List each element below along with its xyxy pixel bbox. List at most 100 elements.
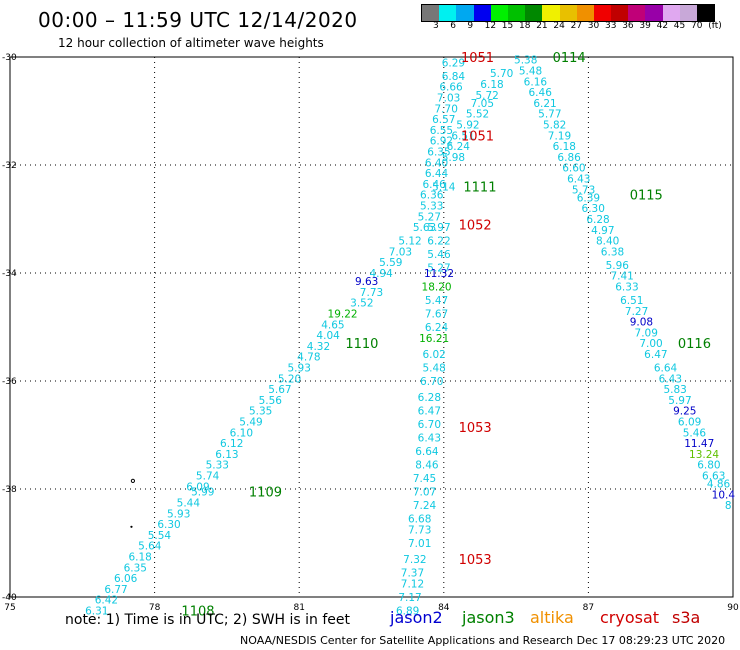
swh-value: 6.63 bbox=[702, 471, 725, 483]
swh-value: 4.94 bbox=[369, 268, 393, 280]
swh-value: 6.40 bbox=[425, 157, 448, 169]
swh-value: 6.18 bbox=[553, 141, 576, 153]
colorbar-swatch bbox=[559, 5, 577, 21]
swh-value: 7.03 bbox=[389, 246, 412, 258]
satellite-legend-item: s3a bbox=[672, 608, 701, 627]
swh-value: 6.16 bbox=[524, 76, 548, 88]
swh-value: 5.99 bbox=[191, 487, 214, 499]
swh-value: 6.47 bbox=[644, 349, 667, 361]
swh-value: 7.73 bbox=[360, 287, 383, 299]
swh-value: 5.97 bbox=[427, 222, 450, 234]
swh-value: 6.64 bbox=[654, 363, 678, 375]
pass-time-label: 1053 bbox=[459, 421, 492, 436]
colorbar-label: 70 bbox=[691, 21, 703, 31]
swh-value: 7.01 bbox=[408, 538, 431, 550]
colorbar-label: 18 bbox=[519, 21, 531, 31]
swh-value: 6.46 bbox=[529, 87, 553, 99]
swh-value: 5.77 bbox=[538, 109, 561, 121]
swh-value: 6.31 bbox=[85, 606, 108, 618]
x-tick-label: 75 bbox=[4, 603, 15, 613]
swh-value: 7.37 bbox=[401, 568, 424, 580]
colorbar-label: 39 bbox=[639, 21, 651, 31]
swh-value: 7.17 bbox=[398, 592, 421, 604]
pass-time-label: 1053 bbox=[459, 553, 492, 568]
swh-value: 6.12 bbox=[220, 438, 243, 450]
swh-value: 5.56 bbox=[259, 395, 283, 407]
swh-value: 6.66 bbox=[439, 82, 463, 94]
y-tick-label: -34 bbox=[2, 269, 17, 279]
satellite-legend-item: jason3 bbox=[462, 608, 515, 627]
swh-value: 19.22 bbox=[328, 309, 358, 321]
swh-value: 6.86 bbox=[557, 152, 581, 164]
swh-value: 3.52 bbox=[350, 298, 373, 310]
swh-value: 6.46 bbox=[422, 179, 446, 191]
pass-time-label: 1051 bbox=[461, 51, 494, 66]
colorbar-label: 30 bbox=[587, 21, 600, 31]
swh-value: 5.67 bbox=[268, 384, 291, 396]
swh-value: 5.93 bbox=[167, 508, 190, 520]
map-frame bbox=[9, 56, 734, 598]
swh-value: 6.06 bbox=[114, 573, 138, 585]
colorbar-label: 15 bbox=[501, 21, 514, 31]
swh-value: 6.77 bbox=[104, 584, 127, 596]
swh-value: 7.19 bbox=[548, 130, 571, 142]
swh-value: 16.21 bbox=[419, 333, 449, 345]
credit-text: NOAA/NESDIS Center for Satellite Applica… bbox=[240, 634, 726, 647]
pass-time-label: 1111 bbox=[463, 181, 496, 196]
colorbar-swatch bbox=[697, 5, 715, 21]
swh-value: 5.70 bbox=[490, 68, 513, 80]
x-tick-label: 81 bbox=[293, 603, 304, 613]
swh-value: 6.18 bbox=[480, 79, 503, 91]
swh-value: 5.54 bbox=[148, 530, 172, 542]
swh-value: 5.20 bbox=[278, 373, 301, 385]
swh-value: 5.38 bbox=[514, 55, 537, 67]
colorbar-label: (ft) bbox=[708, 21, 722, 31]
swh-value: 6.02 bbox=[422, 349, 445, 361]
swh-value: 6.43 bbox=[418, 433, 441, 445]
swh-value: 4.32 bbox=[307, 341, 330, 353]
island-mark bbox=[130, 478, 136, 483]
x-tick-label: 90 bbox=[727, 603, 739, 613]
swh-value: 6.64 bbox=[415, 446, 439, 458]
swh-value: 7.07 bbox=[413, 487, 436, 499]
swh-value: 5.48 bbox=[422, 363, 445, 375]
swh-value: 7.45 bbox=[413, 473, 436, 485]
swh-value: 6.51 bbox=[620, 295, 643, 307]
swh-value: 5.92 bbox=[456, 120, 479, 132]
pass-time-label: 1109 bbox=[249, 486, 282, 501]
pass-time-label: 0114 bbox=[553, 51, 586, 66]
swh-value: 6.60 bbox=[562, 163, 585, 175]
swh-value: 4.65 bbox=[321, 319, 344, 331]
swh-value: 7.27 bbox=[625, 306, 648, 318]
colorbar-label: 12 bbox=[484, 21, 497, 31]
pass-time-label: 0116 bbox=[678, 337, 711, 352]
swh-value: 6.57 bbox=[432, 114, 455, 126]
swh-value: 6.51 bbox=[451, 130, 474, 142]
swh-value: 5.27 bbox=[427, 263, 450, 275]
swh-value: 9.25 bbox=[673, 406, 696, 418]
swh-value: 6.68 bbox=[408, 514, 431, 526]
swh-value: 6.70 bbox=[420, 376, 443, 388]
colorbar-label: 27 bbox=[570, 21, 583, 31]
swh-value: 5.74 bbox=[196, 471, 220, 483]
swh-value: 13.24 bbox=[689, 449, 719, 461]
colorbar-label: 21 bbox=[536, 21, 548, 31]
page-subtitle: 12 hour collection of altimeter wave hei… bbox=[58, 36, 324, 50]
y-tick-label: -38 bbox=[2, 485, 17, 495]
y-tick-label: -32 bbox=[2, 161, 17, 171]
pass-time-label: 0115 bbox=[630, 189, 663, 204]
swh-value: 8.46 bbox=[415, 460, 439, 472]
swh-value: 5.83 bbox=[663, 384, 686, 396]
x-tick-label: 84 bbox=[438, 603, 450, 613]
swh-value: 6.13 bbox=[215, 449, 238, 461]
swh-value: 6.35 bbox=[124, 562, 147, 574]
swh-value: 7.09 bbox=[635, 327, 658, 339]
swh-value: 5.14 bbox=[432, 182, 456, 194]
swh-value: 7.73 bbox=[408, 525, 431, 537]
swh-value: 9.63 bbox=[355, 276, 378, 288]
colorbar-label: 9 bbox=[467, 21, 474, 31]
swh-value: 5.96 bbox=[606, 260, 630, 272]
swh-value: 11.32 bbox=[424, 268, 454, 280]
swh-value: 6.30 bbox=[582, 203, 605, 215]
